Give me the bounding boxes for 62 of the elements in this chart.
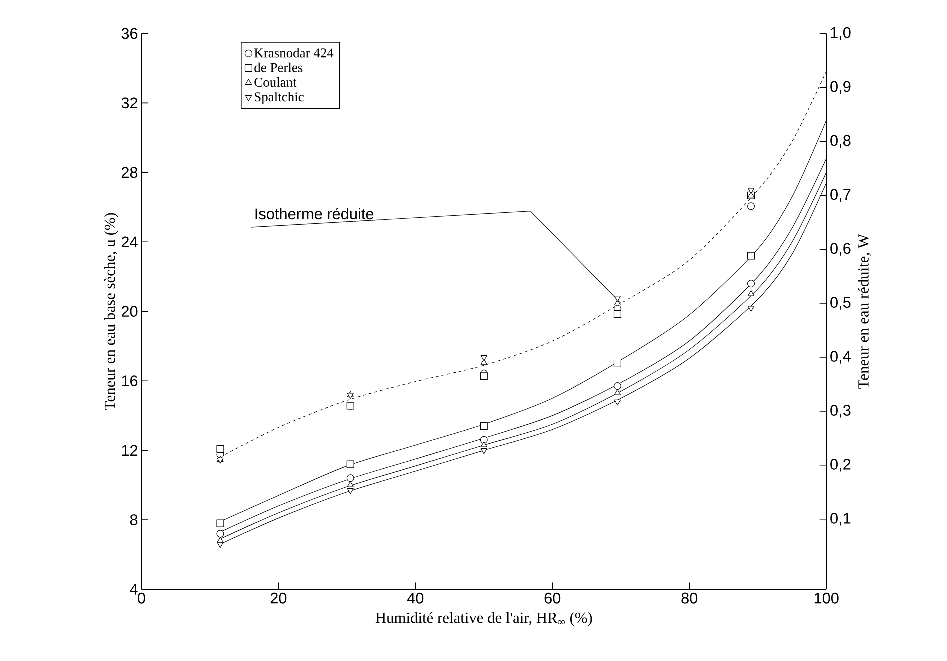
point: [748, 280, 756, 288]
x-tick-label: 20: [270, 593, 287, 604]
y-tick-label: 28: [122, 167, 138, 178]
point: [614, 296, 621, 302]
point: [748, 188, 755, 194]
legend-label: de Perles: [254, 62, 303, 72]
point: [480, 448, 488, 454]
point: [217, 542, 224, 548]
point: [216, 446, 224, 454]
point: [480, 359, 488, 365]
y2-tick-label: 0,8: [830, 135, 851, 148]
y2-tick-label: 0,7: [830, 189, 851, 202]
y-tick-label: 4: [130, 584, 138, 595]
y-tick-label: 8: [130, 514, 138, 526]
point: [480, 372, 488, 380]
point: [216, 520, 224, 528]
y2-tick-label: 0,6: [830, 243, 851, 256]
y2-tick-label: 0,5: [830, 297, 851, 310]
legend-label: Coulant: [254, 78, 297, 88]
point: [614, 360, 622, 368]
x-tick-label: 80: [682, 593, 698, 604]
point: [748, 252, 756, 260]
point: [217, 537, 224, 543]
x-tick-label: 60: [544, 593, 561, 604]
y2-tick-label: 0,3: [830, 405, 851, 418]
x-axis-title: Humidité relative de l'air, HR$_{∞}$ (%): [376, 612, 592, 626]
point: [614, 382, 622, 390]
point: [748, 306, 755, 312]
point: [480, 422, 488, 430]
legend-label: Krasnodar 424: [254, 48, 334, 58]
y-tick-label: 12: [122, 445, 138, 456]
point: [614, 400, 621, 406]
y-tick-label: 16: [122, 376, 138, 387]
point: [748, 202, 756, 210]
x-tick-label: 0: [138, 593, 146, 604]
point: [347, 488, 354, 494]
point: [748, 290, 755, 296]
x-tick-label: 100: [814, 593, 839, 604]
point: [346, 460, 354, 468]
y-axis-title: Teneur en eau base sèche, u (%): [104, 213, 118, 410]
y2-axis-title: Teneur en eau réduite, W: [858, 234, 872, 389]
point: [346, 474, 354, 482]
point: [480, 356, 488, 362]
y-tick-label: 20: [122, 306, 138, 318]
x-tick-label: 40: [407, 593, 424, 604]
legend-label: Spaltchic: [255, 92, 304, 104]
y2-tick-label: 0,1: [830, 513, 851, 526]
y-tick-label: 36: [122, 28, 138, 40]
point: [614, 300, 621, 306]
annotation: Isotherme réduite: [256, 208, 374, 220]
y2-tick-label: 1,0: [831, 27, 851, 40]
y-tick-label: 32: [122, 98, 138, 109]
point: [614, 310, 622, 318]
point: [216, 530, 224, 538]
point: [614, 390, 621, 396]
point: [480, 442, 488, 448]
y2-tick-label: 0,2: [830, 459, 851, 472]
y-tick-label: 24: [122, 236, 138, 248]
point: [347, 482, 354, 488]
y2-tick-label: 0,4: [830, 351, 851, 364]
point: [480, 436, 488, 444]
y2-tick-label: 0,9: [830, 81, 851, 94]
